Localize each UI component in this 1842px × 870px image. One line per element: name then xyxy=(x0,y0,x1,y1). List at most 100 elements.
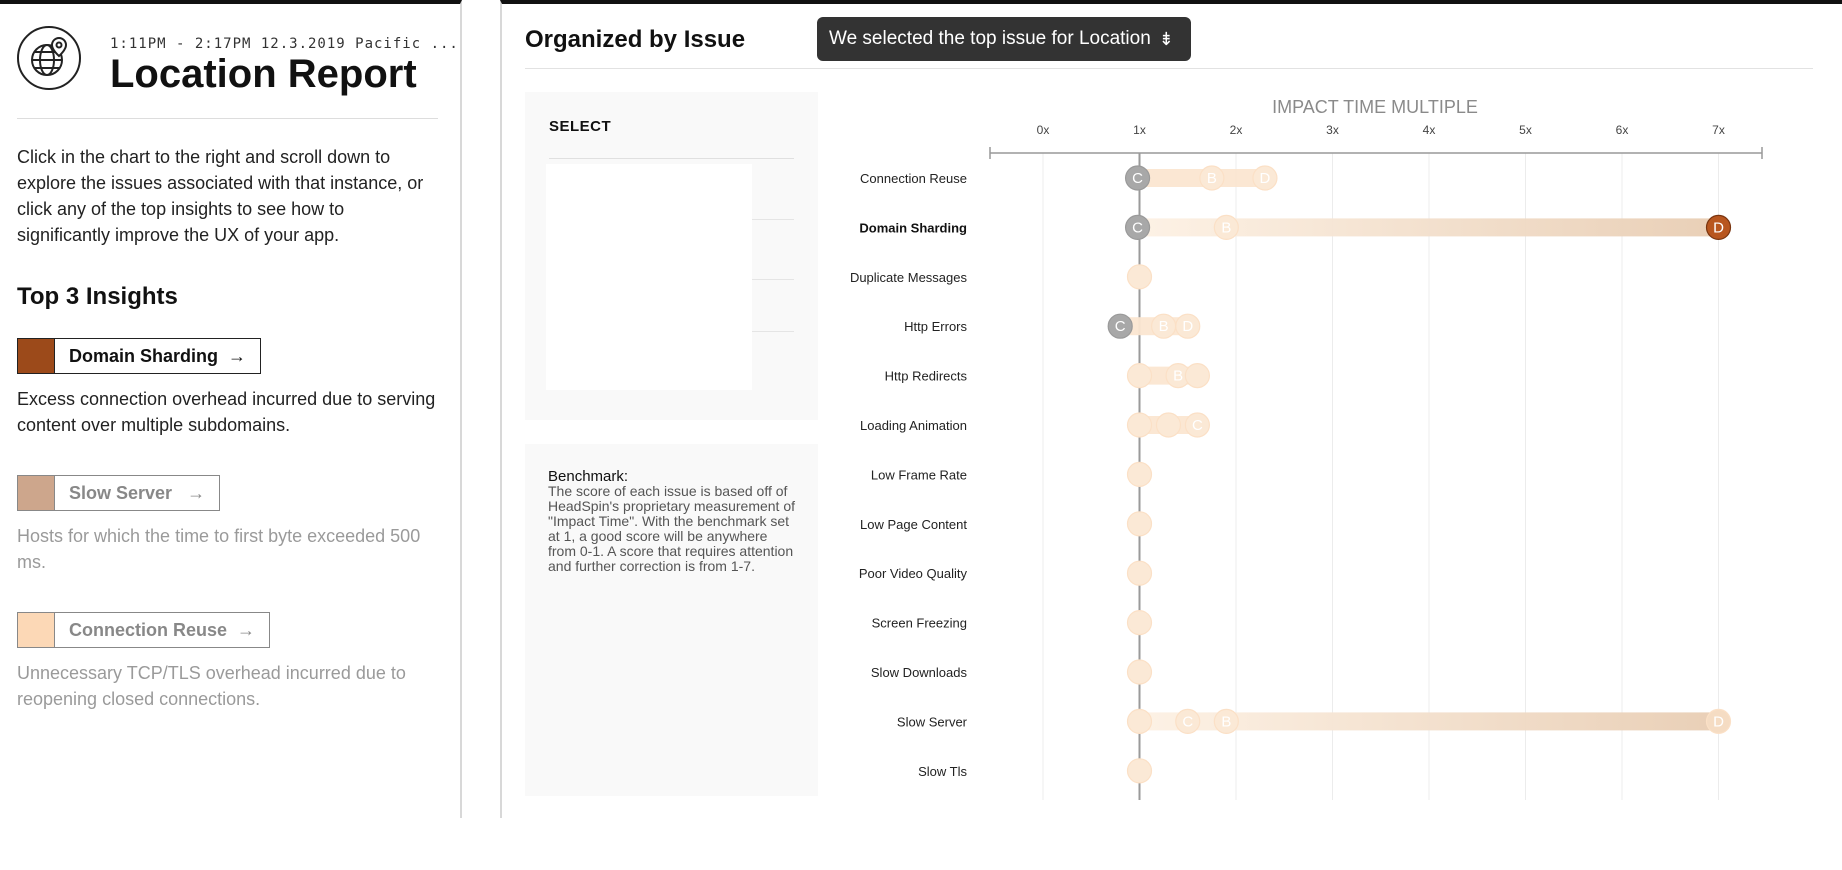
insight-label: Slow Server → xyxy=(69,482,206,503)
row-label: Low Frame Rate xyxy=(871,467,967,482)
intro-text: Click in the chart to the right and scro… xyxy=(17,147,424,245)
row-label: Screen Freezing xyxy=(872,616,967,631)
data-point-label: D xyxy=(1713,219,1724,236)
toast-notification[interactable]: We selected the top issue for Location ⇟ xyxy=(817,17,1191,61)
data-point xyxy=(1175,313,1201,339)
section-title: Organized by Issue xyxy=(525,26,746,53)
insight-label: Domain Sharding → xyxy=(69,345,247,366)
time-range: 1:11PM - 2:17PM 12.3.2019 Pacific ... xyxy=(110,36,459,52)
data-point xyxy=(1126,363,1153,389)
data-point xyxy=(1126,461,1153,487)
data-point xyxy=(1252,165,1278,191)
data-point xyxy=(1184,363,1211,389)
data-point-label: C xyxy=(1192,417,1203,434)
data-point-label: C xyxy=(1182,713,1193,730)
data-point-label: D xyxy=(1182,318,1193,335)
row-label: Slow Tls xyxy=(918,764,967,779)
row-label: Poor Video Quality xyxy=(859,566,968,581)
data-point xyxy=(1126,264,1153,290)
issues-panel xyxy=(500,0,1842,818)
data-point-label: B xyxy=(1173,368,1183,385)
insight-description: Excess connection overhead incurred due … xyxy=(17,389,436,435)
benchmark-title: Benchmark: xyxy=(548,468,629,485)
insight-description: Hosts for which the time to first byte e… xyxy=(17,526,421,572)
select-separator xyxy=(752,279,794,280)
data-point xyxy=(1126,708,1153,735)
tick-label: 7x xyxy=(1712,123,1725,137)
insight-label: Connection Reuse → xyxy=(69,619,256,640)
tick-label: 6x xyxy=(1616,123,1629,137)
toast-text: We selected the top issue for Location xyxy=(829,28,1151,49)
divider xyxy=(549,158,794,159)
data-point xyxy=(1213,708,1239,735)
data-point-label: D xyxy=(1713,713,1724,730)
data-point xyxy=(1126,560,1153,586)
insight-button-connection-reuse[interactable]: Connection Reuse → xyxy=(17,612,271,648)
insights-heading: Top 3 Insights xyxy=(17,283,178,310)
data-point xyxy=(1184,412,1211,438)
data-point xyxy=(1175,708,1201,735)
data-point xyxy=(1126,511,1153,537)
divider xyxy=(17,118,438,119)
range-bar xyxy=(1139,712,1719,731)
chart-title: IMPACT TIME MULTIPLE xyxy=(1272,97,1478,117)
data-point xyxy=(1124,165,1151,191)
insight-button-domain-sharding[interactable]: Domain Sharding → xyxy=(17,338,262,374)
benchmark-text: The score of each issue is based off of … xyxy=(548,483,796,574)
insight-swatch xyxy=(18,339,55,373)
tick-label: 5x xyxy=(1519,123,1532,137)
arrow-right-icon: → xyxy=(228,345,247,366)
arrow-right-icon: → xyxy=(187,482,206,503)
insight-swatch xyxy=(18,476,55,510)
row-label: Http Redirects xyxy=(885,369,968,384)
row-label: Http Errors xyxy=(904,319,967,334)
data-point xyxy=(1126,609,1153,636)
tick-label: 0x xyxy=(1037,123,1050,137)
data-point-label: D xyxy=(1260,170,1271,187)
arrow-right-icon: → xyxy=(237,619,256,640)
data-point xyxy=(1126,412,1153,438)
row-label: Slow Downloads xyxy=(871,665,968,680)
data-point xyxy=(1199,165,1225,191)
globe-location-icon xyxy=(17,26,81,90)
row-label: Domain Sharding xyxy=(859,220,967,235)
data-point-label: B xyxy=(1221,219,1231,236)
select-list[interactable] xyxy=(546,164,752,390)
data-point xyxy=(1213,214,1239,240)
data-point xyxy=(1126,659,1153,685)
row-label: Duplicate Messages xyxy=(850,270,968,285)
tick-label: 4x xyxy=(1423,123,1436,137)
row-label: Connection Reuse xyxy=(860,171,967,186)
page-title: Location Report xyxy=(110,52,417,96)
select-label: SELECT xyxy=(549,118,612,135)
tick-label: 1x xyxy=(1133,123,1146,137)
select-separator xyxy=(752,331,794,332)
data-point-label: C xyxy=(1115,318,1126,335)
data-point-label: B xyxy=(1221,713,1231,730)
insight-button-slow-server[interactable]: Slow Server → xyxy=(17,475,221,511)
data-point xyxy=(1107,313,1133,339)
row-label: Low Page Content xyxy=(860,517,967,532)
data-point-label: C xyxy=(1132,219,1143,236)
data-point-label: B xyxy=(1159,318,1169,335)
divider xyxy=(525,68,1813,69)
select-separator xyxy=(752,219,794,220)
data-point xyxy=(1705,708,1732,735)
insight-description: Unnecessary TCP/TLS overhead incurred du… xyxy=(17,663,406,709)
row-label: Slow Server xyxy=(897,714,968,729)
data-point xyxy=(1155,412,1182,438)
data-point xyxy=(1126,758,1153,784)
benchmark-panel xyxy=(525,444,818,796)
row-label: Loading Animation xyxy=(860,418,967,433)
data-point-label: C xyxy=(1132,170,1143,187)
insight-swatch xyxy=(18,613,55,647)
data-point xyxy=(1124,214,1151,240)
data-point xyxy=(1705,214,1732,240)
data-point-label: B xyxy=(1207,170,1217,187)
report-sidebar xyxy=(0,0,462,818)
tick-label: 3x xyxy=(1326,123,1339,137)
download-arrow-icon: ⇟ xyxy=(1158,28,1174,49)
tick-label: 2x xyxy=(1230,123,1243,137)
range-bar xyxy=(1137,218,1719,237)
